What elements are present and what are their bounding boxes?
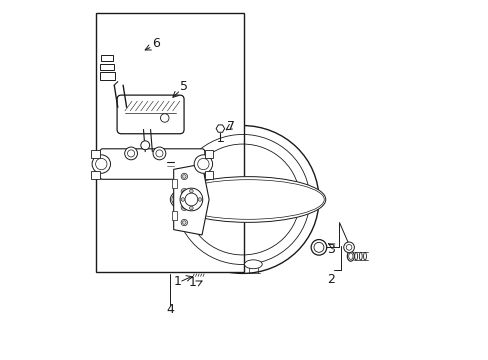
Text: 1: 1	[173, 275, 181, 288]
Bar	[101, 55, 113, 60]
Text: 2: 2	[327, 273, 335, 286]
Circle shape	[181, 173, 187, 180]
Circle shape	[346, 244, 351, 250]
Circle shape	[182, 190, 186, 193]
Circle shape	[153, 147, 165, 160]
Ellipse shape	[310, 239, 326, 255]
Circle shape	[182, 175, 186, 178]
Text: 7: 7	[226, 120, 235, 133]
FancyBboxPatch shape	[117, 95, 183, 134]
Ellipse shape	[348, 253, 352, 260]
Circle shape	[156, 150, 163, 157]
Polygon shape	[216, 125, 224, 132]
Circle shape	[181, 189, 187, 195]
Ellipse shape	[354, 252, 357, 260]
Circle shape	[181, 204, 187, 211]
Circle shape	[182, 206, 186, 209]
Circle shape	[184, 193, 197, 206]
Bar	[91, 171, 100, 179]
Ellipse shape	[166, 126, 318, 273]
Ellipse shape	[244, 260, 262, 269]
Bar	[100, 72, 114, 80]
Circle shape	[194, 155, 212, 173]
Ellipse shape	[313, 242, 323, 252]
Ellipse shape	[363, 252, 366, 260]
Bar	[91, 150, 100, 158]
Text: 4: 4	[166, 303, 174, 316]
Ellipse shape	[359, 252, 362, 260]
Circle shape	[197, 158, 209, 170]
Circle shape	[189, 189, 193, 193]
Circle shape	[343, 242, 354, 253]
Circle shape	[189, 206, 193, 210]
Circle shape	[181, 219, 187, 226]
Text: 3: 3	[327, 243, 335, 256]
Ellipse shape	[171, 180, 324, 219]
Ellipse shape	[170, 177, 325, 222]
Bar	[100, 64, 114, 70]
Ellipse shape	[141, 141, 149, 150]
Circle shape	[180, 188, 203, 211]
FancyBboxPatch shape	[100, 149, 204, 179]
Text: 5: 5	[180, 80, 188, 93]
Bar	[204, 171, 213, 179]
Circle shape	[160, 114, 169, 122]
Circle shape	[96, 158, 107, 170]
Circle shape	[92, 155, 110, 173]
Bar	[172, 179, 177, 188]
Circle shape	[127, 150, 134, 157]
Text: 6: 6	[152, 37, 160, 50]
Circle shape	[124, 147, 137, 160]
Circle shape	[182, 221, 186, 224]
Bar	[204, 150, 213, 158]
Circle shape	[198, 198, 201, 201]
Ellipse shape	[346, 251, 354, 261]
Circle shape	[181, 198, 184, 201]
Bar	[96, 13, 244, 272]
Bar	[172, 211, 177, 220]
Polygon shape	[173, 164, 209, 235]
Text: 1: 1	[189, 276, 197, 289]
